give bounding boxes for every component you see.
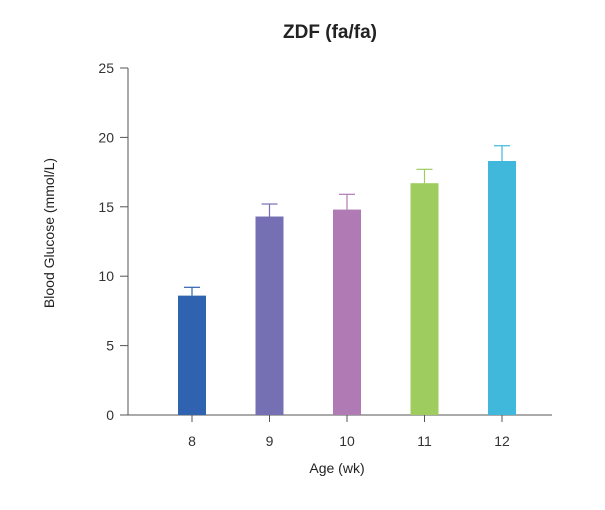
- x-tick-label: 12: [494, 433, 510, 449]
- bar: [488, 160, 516, 415]
- x-axis-ticks: 8 9 10 11 12: [188, 415, 510, 449]
- x-tick-label: 11: [417, 433, 432, 449]
- bar: [410, 183, 439, 415]
- bars-group: [178, 145, 516, 415]
- bar: [333, 209, 361, 415]
- y-tick-label: 5: [106, 338, 114, 354]
- chart-title: ZDF (fa/fa): [283, 22, 377, 43]
- bar: [178, 295, 206, 415]
- x-tick-label: 9: [266, 433, 274, 449]
- bar: [255, 216, 284, 415]
- y-tick-label: 15: [98, 199, 114, 215]
- y-tick-label: 20: [98, 129, 114, 145]
- y-tick-label: 25: [98, 60, 114, 76]
- y-axis-ticks: 0 5 10 15 20 25: [98, 60, 128, 423]
- y-axis-label: Blood Glucose (mmol/L): [41, 158, 57, 308]
- x-tick-label: 8: [188, 433, 196, 449]
- y-tick-label: 10: [98, 268, 114, 284]
- y-tick-label: 0: [106, 407, 114, 423]
- x-axis-label: Age (wk): [309, 460, 364, 476]
- x-tick-label: 10: [339, 433, 355, 449]
